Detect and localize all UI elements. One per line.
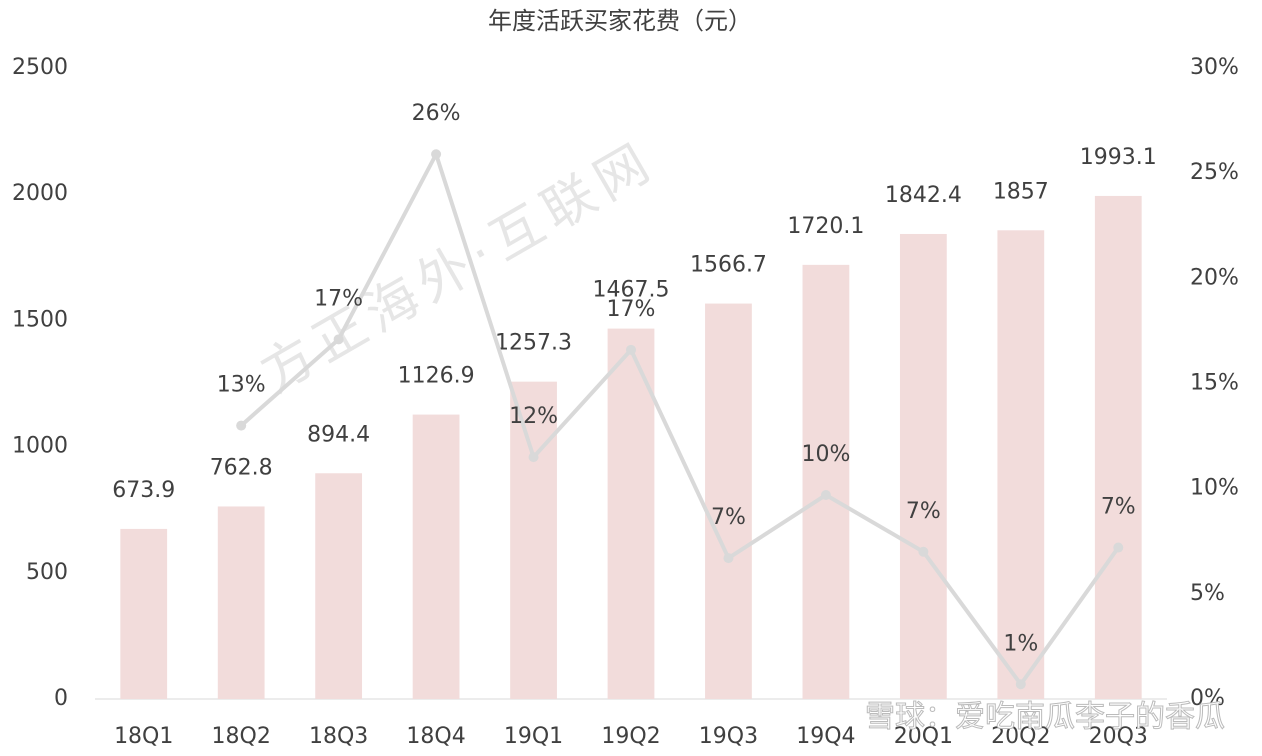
- bar-value-label: 1126.9: [398, 364, 475, 389]
- bar: [705, 303, 752, 699]
- y-tick-label: 2000: [12, 181, 68, 206]
- y2-tick-label: 10%: [1190, 476, 1239, 501]
- bar: [607, 328, 655, 699]
- y-tick-label: 500: [26, 560, 68, 585]
- line-value-label: 7%: [906, 499, 941, 524]
- line-value-label: 12%: [509, 404, 558, 429]
- y2-tick-label: 0%: [1190, 686, 1225, 711]
- line-value-label: 17%: [314, 286, 363, 311]
- bar-value-label: 1857: [993, 179, 1049, 204]
- x-tick-label: 18Q3: [309, 724, 368, 749]
- line-point: [918, 546, 929, 557]
- y2-tick-label: 5%: [1190, 581, 1225, 606]
- line-point: [723, 553, 734, 564]
- watermark: 雪球：爱吃南瓜李子的香瓜: [865, 700, 1225, 735]
- bar-value-label: 894.4: [307, 422, 370, 447]
- line-value-label: 1%: [1003, 631, 1038, 656]
- y2-tick-label: 25%: [1190, 160, 1239, 185]
- line-point: [528, 452, 539, 463]
- bar: [315, 473, 363, 699]
- x-tick-label: 20Q2: [991, 724, 1050, 749]
- line-point: [431, 149, 442, 160]
- bar: [510, 381, 557, 699]
- bar: [997, 230, 1045, 699]
- bar: [802, 264, 850, 699]
- bar-value-label: 1566.7: [690, 253, 767, 278]
- bar: [412, 414, 460, 699]
- y-tick-label: 0: [54, 686, 68, 711]
- x-tick-label: 18Q4: [406, 724, 465, 749]
- bar-value-label: 1842.4: [885, 183, 962, 208]
- bar-value-label: 673.9: [112, 478, 175, 503]
- y2-tick-label: 15%: [1190, 371, 1239, 396]
- x-tick-label: 19Q4: [796, 724, 855, 749]
- bar: [120, 528, 168, 699]
- x-tick-label: 19Q2: [601, 724, 660, 749]
- line-value-label: 26%: [412, 101, 461, 126]
- line-value-label: 13%: [217, 373, 266, 398]
- x-tick-label: 19Q3: [699, 724, 758, 749]
- x-tick-label: 18Q1: [114, 724, 173, 749]
- bar-value-label: 1720.1: [787, 214, 864, 239]
- y2-tick-label: 20%: [1190, 265, 1239, 290]
- x-tick-label: 18Q2: [212, 724, 271, 749]
- bar-value-label: 762.8: [210, 455, 273, 480]
- y-tick-label: 2500: [12, 55, 68, 80]
- bar-value-label: 1257.3: [495, 331, 572, 356]
- chart-title: 年度活跃买家花费（元）: [488, 7, 752, 35]
- line-point: [626, 344, 636, 355]
- line: [239, 149, 1120, 688]
- x-tick-label: 20Q3: [1089, 724, 1148, 749]
- line-value-label: 7%: [711, 505, 746, 530]
- line-value-label: 7%: [1101, 495, 1136, 520]
- bar: [899, 233, 947, 699]
- y-tick-label: 1000: [12, 434, 68, 459]
- line-point: [820, 489, 831, 500]
- line-point: [1113, 542, 1124, 553]
- x-tick-label: 20Q1: [894, 724, 953, 749]
- line-point: [236, 420, 247, 431]
- line-value-label: 17%: [607, 297, 656, 322]
- line-value-label: 10%: [801, 442, 850, 467]
- x-tick-label: 19Q1: [504, 724, 563, 749]
- bar-value-label: 1993.1: [1080, 145, 1157, 170]
- line-point: [1015, 679, 1026, 690]
- bar: [1094, 195, 1142, 699]
- y2-tick-label: 30%: [1190, 55, 1239, 80]
- bar-value-label: 1467.5: [593, 278, 670, 303]
- y-tick-label: 1500: [12, 307, 68, 332]
- line-point: [333, 334, 344, 345]
- bar: [217, 506, 265, 699]
